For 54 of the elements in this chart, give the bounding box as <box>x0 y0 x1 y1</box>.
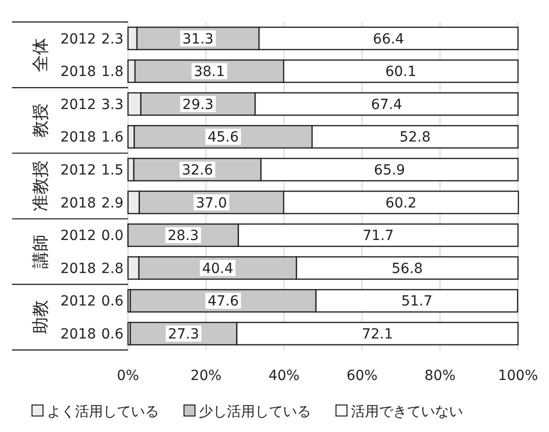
x-tick-label: 80% <box>424 368 456 384</box>
y-tick-label: 2012 <box>60 228 96 244</box>
y-tick-label: 2012 <box>60 96 96 113</box>
data-label: 56.8 <box>392 260 423 277</box>
data-label: 1.8 <box>101 64 124 80</box>
y-tick-label: 2018 <box>60 130 96 146</box>
y-tick-label: 2018 <box>60 260 96 277</box>
y-tick-label: 2012 <box>60 31 96 48</box>
data-label: 0.6 <box>101 294 124 310</box>
y-tick-label: 2012 <box>60 162 96 178</box>
text: 准教授 <box>30 160 51 212</box>
data-label: 72.1 <box>362 326 393 342</box>
data-label: 31.3 <box>182 31 214 48</box>
data-label: 1.6 <box>101 130 124 146</box>
data-label: 65.9 <box>374 162 406 178</box>
data-label: 52.8 <box>399 130 431 146</box>
data-label: 1.5 <box>101 162 124 178</box>
data-label: 0.0 <box>101 228 124 244</box>
legend-label: 少し活用している <box>199 404 311 420</box>
data-label: 47.6 <box>208 294 239 310</box>
legend-label: 活用できていない <box>351 404 463 420</box>
data-label: 45.6 <box>208 130 239 146</box>
x-tick-label: 0% <box>116 368 140 384</box>
data-label: 38.1 <box>194 64 225 80</box>
x-tick-label: 60% <box>346 368 378 384</box>
y-tick-label: 2012 <box>60 294 96 310</box>
data-label: 66.4 <box>372 31 404 48</box>
data-label: 3.3 <box>101 96 124 113</box>
data-label: 2.8 <box>101 260 124 277</box>
data-label: 71.7 <box>362 228 394 244</box>
x-tick-label: 40% <box>268 368 300 384</box>
data-label: 60.1 <box>385 64 416 80</box>
data-label: 27.3 <box>168 326 200 342</box>
data-label: 2.9 <box>101 195 124 212</box>
text: 全体 <box>30 38 51 72</box>
data-label: 51.7 <box>401 294 432 310</box>
text: 教授 <box>30 103 51 138</box>
data-label: 37.0 <box>196 195 228 212</box>
data-label: 32.6 <box>182 162 214 178</box>
x-tick-label: 100% <box>498 368 538 384</box>
data-label: 29.3 <box>182 96 214 113</box>
data-label: 2.3 <box>101 31 124 48</box>
y-tick-label: 2018 <box>60 64 96 80</box>
data-label: 28.3 <box>168 228 199 244</box>
y-tick-label: 2018 <box>60 195 96 212</box>
data-label: 60.2 <box>385 195 417 212</box>
y-tick-label: 2018 <box>60 326 96 342</box>
legend-label: よく活用している <box>47 404 159 420</box>
data-label: 67.4 <box>370 96 402 113</box>
x-tick-label: 20% <box>190 368 222 384</box>
data-label: 0.6 <box>101 326 124 342</box>
text: 講師 <box>30 234 51 269</box>
data-label: 40.4 <box>202 260 234 277</box>
text: 助教 <box>30 300 51 334</box>
